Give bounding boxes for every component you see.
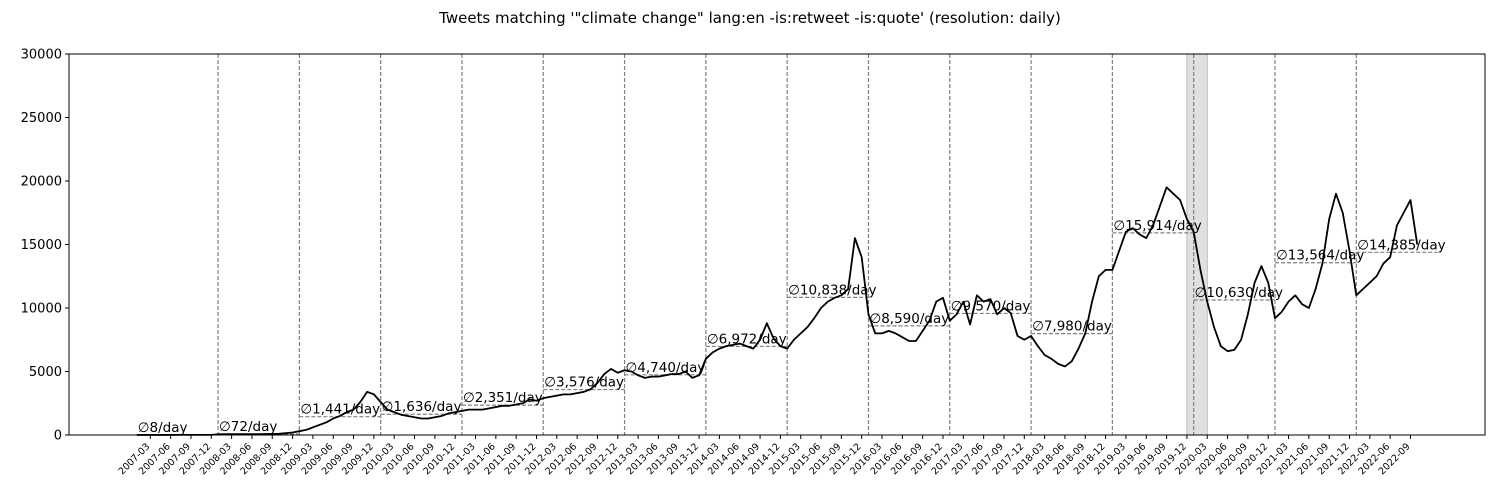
- annual-mean-label: ∅7,980/day: [1032, 319, 1112, 335]
- annual-mean-label: ∅72/day: [219, 419, 277, 435]
- plot-frame: [68, 53, 1486, 436]
- chart-title: Tweets matching '"climate change" lang:e…: [438, 9, 1061, 27]
- y-tick-label: 0: [54, 429, 62, 444]
- annual-mean-label: ∅8,590/day: [869, 311, 949, 327]
- annual-mean-label: ∅3,576/day: [544, 375, 624, 391]
- y-tick-label: 30000: [21, 48, 62, 63]
- annual-mean-label: ∅1,636/day: [382, 399, 462, 415]
- series-line: [136, 186, 1419, 436]
- annual-mean-label: ∅14,385/day: [1357, 237, 1445, 253]
- annual-mean-label: ∅1,441/day: [300, 402, 380, 418]
- y-tick-label: 15000: [21, 238, 62, 253]
- y-tick-label: 5000: [29, 365, 62, 380]
- annual-mean-label: ∅6,972/day: [707, 331, 787, 347]
- annual-mean-label: ∅9,570/day: [951, 298, 1031, 314]
- y-tick-label: 25000: [21, 111, 62, 126]
- annual-mean-label: ∅13,564/day: [1276, 248, 1364, 264]
- annual-mean-label: ∅2,351/day: [463, 390, 543, 406]
- annual-mean-label: ∅10,630/day: [1195, 285, 1283, 301]
- y-tick-label: 10000: [21, 302, 62, 317]
- annual-mean-label: ∅10,838/day: [788, 282, 876, 298]
- annual-mean-label: ∅4,740/day: [626, 360, 706, 376]
- y-tick-label: 20000: [21, 175, 62, 190]
- annual-mean-label: ∅8/day: [138, 420, 188, 436]
- shaded-span: [1186, 53, 1208, 436]
